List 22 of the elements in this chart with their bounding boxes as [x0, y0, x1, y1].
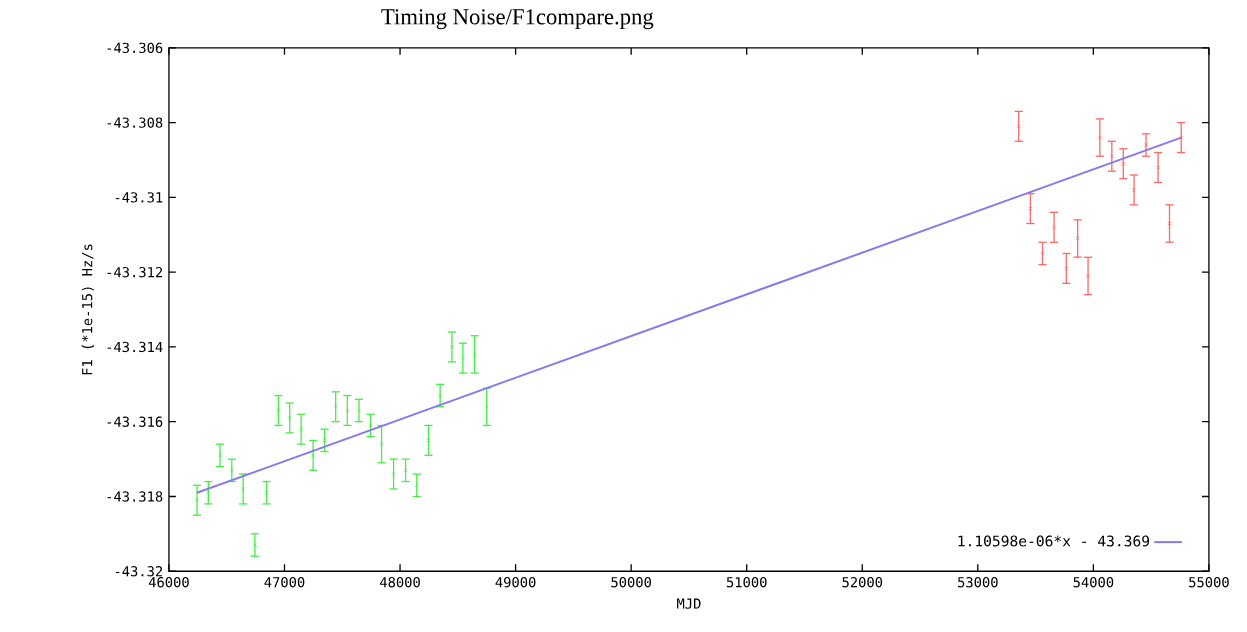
x-tick-label: 47000 — [264, 577, 305, 588]
x-axis-title: MJD — [677, 598, 701, 609]
x-tick-label: 53000 — [958, 577, 998, 588]
y-tick-label: -43.316 — [107, 416, 163, 428]
x-tick-label: 55000 — [1189, 577, 1229, 588]
y-tick-label: -43.306 — [107, 42, 163, 54]
x-tick-label: 50000 — [611, 577, 651, 588]
y-tick-label: -43.32 — [115, 566, 163, 577]
legend-label: 1.10598e-06*x - 43.369 — [958, 535, 1150, 547]
y-tick-label: -43.314 — [107, 341, 163, 353]
x-tick-label: 48000 — [379, 577, 420, 588]
chart-title: Timing Noise/F1compare.png — [381, 9, 654, 30]
x-tick-label: 46000 — [148, 577, 189, 588]
y-tick-label: -43.312 — [107, 267, 163, 278]
x-tick-label: 52000 — [842, 577, 883, 588]
x-tick-label: 51000 — [726, 577, 767, 588]
x-tick-label: 49000 — [495, 577, 536, 588]
y-tick-label: -43.308 — [107, 117, 163, 128]
y-axis-title: F1 (*1e-15) Hz/s — [81, 244, 94, 375]
y-tick-label: -43.318 — [107, 491, 163, 502]
x-tick-label: 54000 — [1073, 577, 1114, 588]
y-tick-label: -43.31 — [115, 192, 163, 203]
